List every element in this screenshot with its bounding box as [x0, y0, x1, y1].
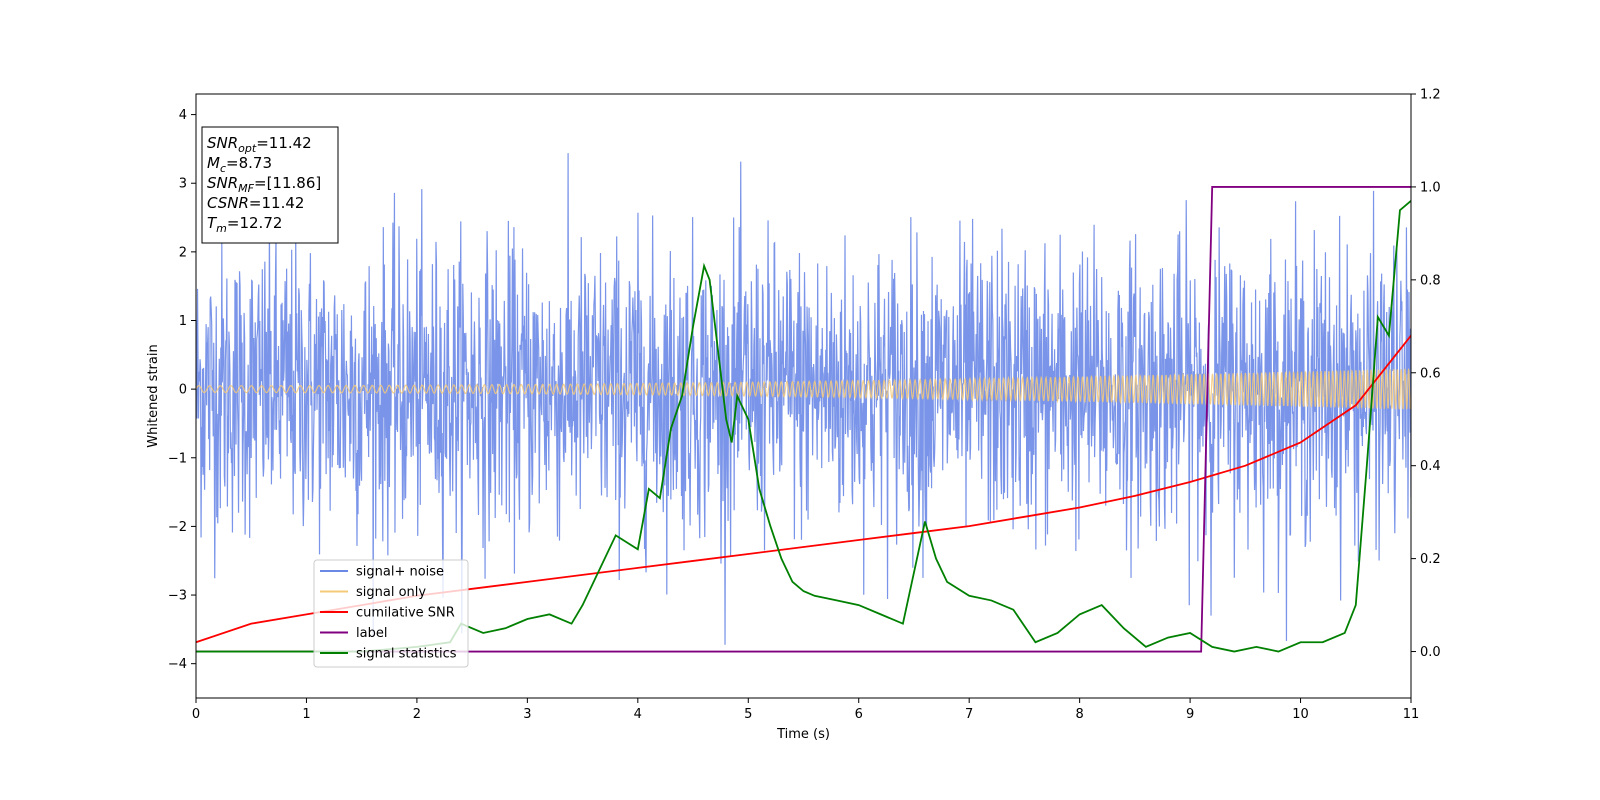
series-label-line: [196, 186, 1411, 653]
x-tick-label: 9: [1186, 707, 1194, 722]
x-tick-label: 3: [523, 707, 531, 722]
y-tick-label: −3: [168, 589, 187, 604]
annotation-line: SNRopt=11.42: [207, 134, 312, 155]
annotation-line: CSNR=11.42: [207, 194, 304, 212]
axes-frame: [195, 93, 1412, 699]
x-tick-label: 4: [634, 707, 642, 722]
annotation-frame: [201, 126, 339, 244]
x-tick-label: 0: [192, 707, 200, 722]
x-axis: 0 1 2 3 4 5 6 7 8 9 10 11: [192, 698, 1419, 722]
y-right-tick-label: 0.8: [1420, 273, 1441, 288]
y-right-tick-label: 0.0: [1420, 645, 1441, 660]
y-tick-label: −4: [168, 657, 187, 672]
annotation-line: SNRMF=[11.86]: [207, 174, 321, 195]
y-right-tick-label: 1.2: [1420, 88, 1441, 103]
legend-entry-label: signal+ noise: [356, 565, 444, 580]
legend-frame: [313, 559, 469, 668]
x-tick-label: 11: [1403, 707, 1420, 722]
legend-entry-label: signal statistics: [356, 647, 457, 662]
annotation-line: Tm=12.72: [207, 214, 282, 235]
legend-entry-label: label: [356, 626, 387, 641]
x-tick-label: 10: [1292, 707, 1309, 722]
annotation-line: Mc=8.73: [207, 154, 272, 175]
x-tick-label: 7: [965, 707, 973, 722]
x-tick-label: 5: [744, 707, 752, 722]
legend: signal+ noise signal only cumilative SNR la…: [313, 559, 469, 668]
y-axis-right: 0.0 0.2 0.4 0.6 0.8 1.0 1.2: [1411, 88, 1441, 660]
y-tick-label: −1: [168, 451, 187, 466]
y-tick-label: 0: [179, 383, 187, 398]
y-tick-label: 3: [179, 177, 187, 192]
legend-entry-label: signal only: [356, 585, 426, 600]
y-tick-label: 4: [179, 108, 187, 123]
x-axis-label: Time (s): [776, 727, 830, 742]
y-axis-label: Whitened strain: [146, 344, 161, 447]
y-right-tick-label: 0.2: [1420, 552, 1441, 567]
x-tick-label: 2: [413, 707, 421, 722]
y-right-tick-label: 0.4: [1420, 459, 1441, 474]
y-axis-left: −4 −3 −2 −1 0 1 2 3 4: [168, 108, 196, 672]
legend-entry-label: cumilative SNR: [356, 606, 455, 621]
snr-annotation-box: SNRopt=11.42Mc=8.73SNRMF=[11.86]CSNR=11.…: [201, 126, 339, 244]
y-right-tick-label: 1.0: [1420, 180, 1441, 195]
y-tick-label: 2: [179, 245, 187, 260]
x-tick-label: 1: [302, 707, 310, 722]
x-tick-label: 8: [1075, 707, 1083, 722]
x-tick-label: 6: [855, 707, 863, 722]
y-tick-label: −2: [168, 520, 187, 535]
y-tick-label: 1: [179, 314, 187, 329]
series-signal-statistics-line: [196, 200, 1411, 653]
y-right-tick-label: 0.6: [1420, 366, 1441, 381]
